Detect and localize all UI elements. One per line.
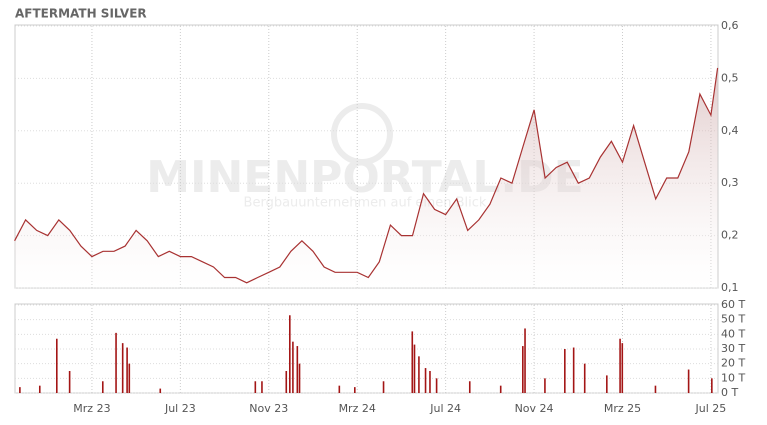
- volume-bar: [564, 349, 566, 393]
- y-tick-label: 30 T: [721, 342, 745, 355]
- x-tick-label: Jul 23: [164, 402, 196, 415]
- volume-bar: [115, 332, 117, 393]
- volume-bar: [524, 328, 526, 393]
- volume-bar: [261, 381, 263, 393]
- y-tick-label: 50 T: [721, 313, 745, 326]
- volume-bar: [572, 347, 575, 393]
- volume-bar: [101, 381, 104, 393]
- volume-bar: [711, 378, 713, 393]
- volume-bar: [296, 346, 299, 393]
- y-tick-label: 10 T: [721, 371, 745, 384]
- volume-bar: [619, 338, 621, 393]
- area: [14, 67, 718, 289]
- x-tick-label: Mrz 23: [73, 402, 110, 415]
- x-tick-label: Mrz 25: [604, 402, 641, 415]
- volume-bar: [121, 343, 124, 393]
- volume-bar: [354, 387, 356, 393]
- volume-bar: [413, 344, 416, 393]
- price-line: [14, 67, 719, 284]
- volume-bar: [338, 385, 341, 393]
- x-tick-label: Mrz 24: [339, 402, 376, 415]
- volume-bar: [544, 378, 546, 393]
- x-tick-label: Nov 23: [249, 402, 288, 415]
- volume-bar: [19, 387, 21, 393]
- volume-bar: [583, 363, 586, 393]
- volume-bar: [68, 371, 71, 393]
- volume-bar: [654, 385, 657, 393]
- volume-bar: [418, 356, 420, 393]
- volume-bar: [468, 381, 471, 393]
- volume-bar: [687, 369, 690, 393]
- volume-bar: [424, 368, 427, 393]
- volume-bar: [56, 338, 58, 393]
- y-tick-label: 0 T: [721, 386, 738, 399]
- volume-bar: [254, 381, 257, 393]
- volume-bar: [285, 371, 288, 393]
- y-tick-label: 0,3: [721, 176, 739, 189]
- volume-bar: [289, 315, 291, 393]
- y-tick-label: 0,5: [721, 71, 739, 84]
- x-tick-label: Jul 24: [429, 402, 461, 415]
- y-tick-label: 0,1: [721, 281, 739, 294]
- y-tick-label: 0,6: [721, 19, 739, 32]
- volume-bar: [429, 371, 431, 393]
- volume-bar: [522, 346, 524, 393]
- volume-bar: [298, 363, 301, 393]
- volume-bar: [606, 375, 608, 393]
- y-tick-label: 40 T: [721, 327, 745, 340]
- y-tick-label: 0,4: [721, 124, 739, 137]
- volume-bar: [621, 343, 624, 393]
- volume-bar: [126, 347, 128, 393]
- volume-bar: [128, 363, 131, 393]
- volume-bar: [411, 331, 414, 393]
- volume-bar: [435, 378, 438, 393]
- x-tick-label: Jul 25: [695, 402, 727, 415]
- x-tick-label: Nov 24: [515, 402, 554, 415]
- y-tick-label: 20 T: [721, 357, 745, 370]
- volume-bar: [292, 341, 294, 393]
- volume-bar: [38, 385, 41, 393]
- chart-title: AFTERMATH SILVER: [15, 7, 147, 21]
- volume-bar: [499, 385, 502, 393]
- volume-bar: [159, 388, 162, 393]
- y-tick-label: 60 T: [721, 298, 745, 311]
- y-tick-label: 0,2: [721, 229, 739, 242]
- volume-bar: [382, 381, 385, 393]
